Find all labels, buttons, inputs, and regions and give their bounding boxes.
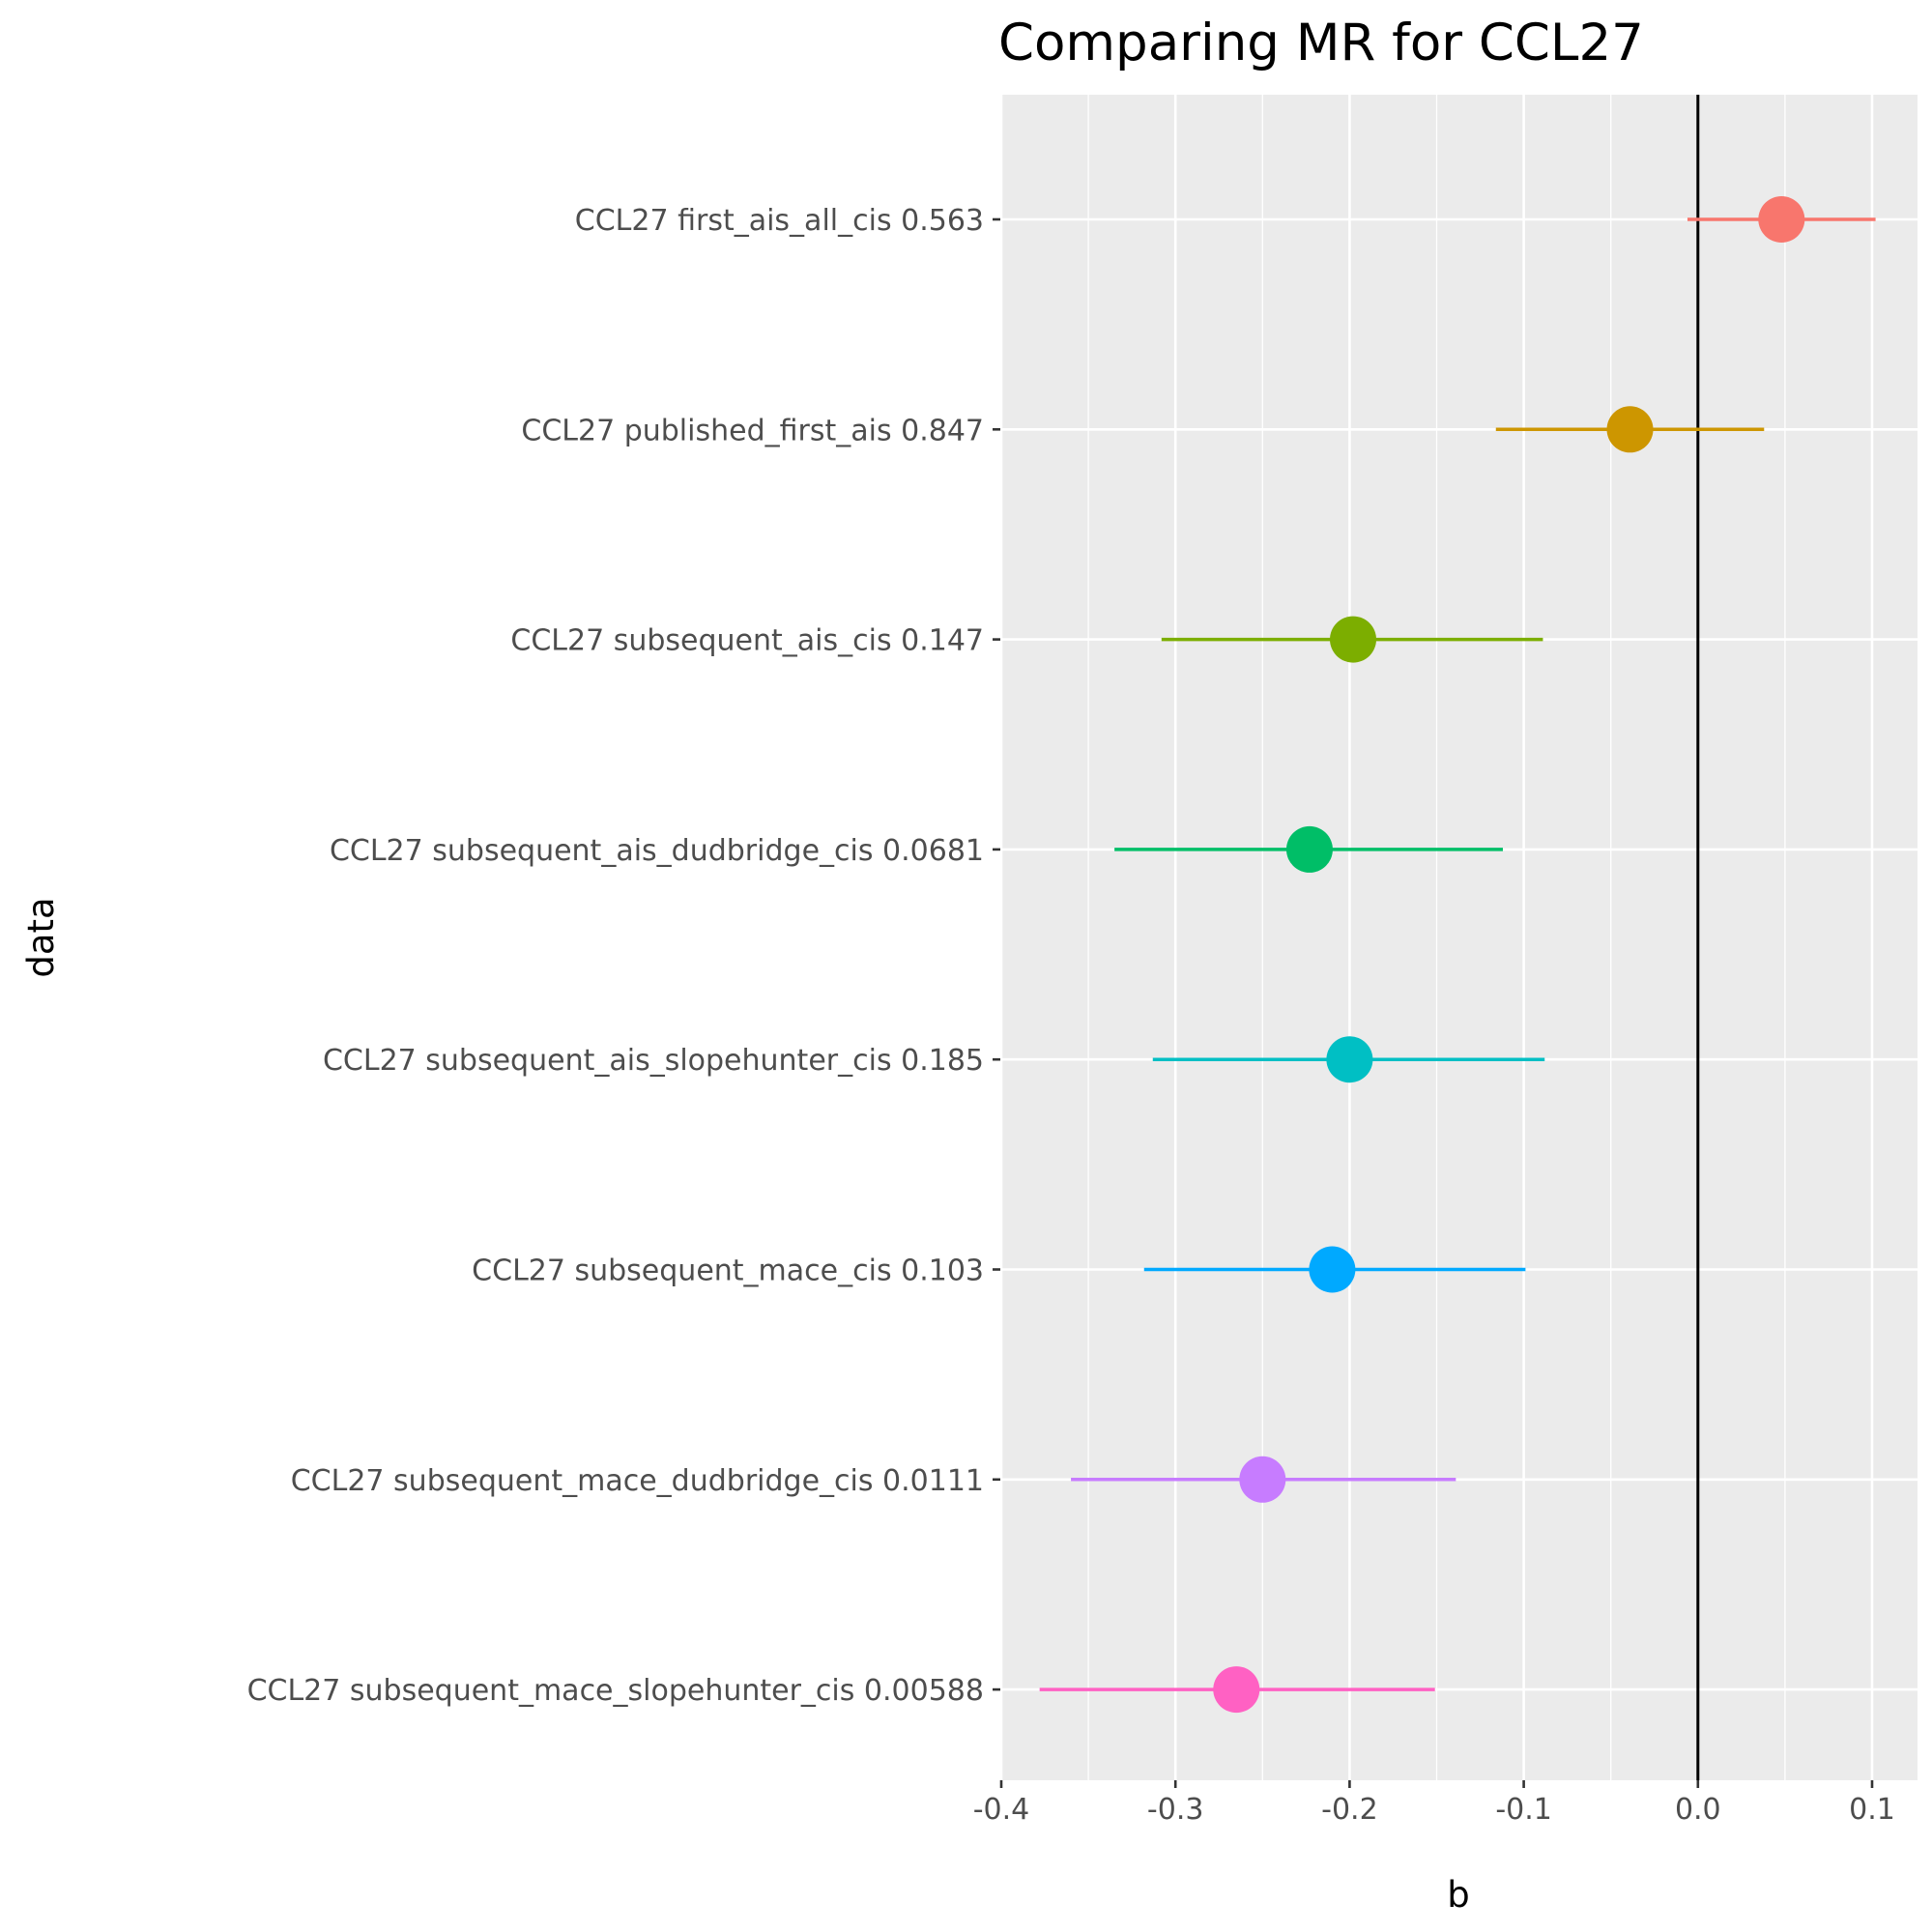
- x-tick-label: -0.1: [1495, 1793, 1552, 1827]
- x-tick-label: -0.2: [1321, 1793, 1378, 1827]
- y-tick-label: CCL27 published_first_ais 0.847: [521, 414, 984, 447]
- point-estimate: [1326, 1036, 1373, 1083]
- y-tick-label: CCL27 subsequent_ais_cis 0.147: [510, 624, 984, 658]
- x-tick-label: 0.0: [1675, 1793, 1721, 1827]
- point-estimate: [1239, 1456, 1286, 1503]
- point-estimate: [1758, 196, 1805, 243]
- y-tick-label: CCL27 subsequent_mace_dudbridge_cis 0.01…: [291, 1464, 984, 1498]
- point-estimate: [1213, 1666, 1260, 1714]
- point-estimate: [1285, 825, 1333, 873]
- y-axis: CCL27 subsequent_mace_slopehunter_cis 0.…: [247, 204, 1000, 1708]
- y-tick-label: CCL27 subsequent_ais_slopehunter_cis 0.1…: [323, 1044, 984, 1078]
- point-estimate: [1309, 1246, 1356, 1293]
- y-tick-label: CCL27 subsequent_mace_cis 0.103: [472, 1254, 984, 1288]
- x-tick-label: 0.1: [1849, 1793, 1895, 1827]
- chart-title: Comparing MR for CCL27: [998, 14, 1644, 72]
- plot-panel: [1000, 95, 1918, 1780]
- y-tick-label: CCL27 first_ais_all_cis 0.563: [575, 204, 984, 238]
- point-estimate: [1330, 616, 1377, 663]
- x-tick-label: -0.4: [973, 1793, 1030, 1827]
- data-marks: [1039, 196, 1876, 1714]
- x-axis: -0.4 -0.3 -0.2 -0.1 0.0 0.1: [973, 1780, 1895, 1827]
- y-axis-title: data: [20, 897, 62, 977]
- point-estimate: [1606, 406, 1654, 453]
- y-tick-label: CCL27 subsequent_mace_slopehunter_cis 0.…: [247, 1674, 984, 1708]
- y-tick-label: CCL27 subsequent_ais_dudbridge_cis 0.068…: [330, 834, 984, 868]
- x-tick-label: -0.3: [1147, 1793, 1204, 1827]
- x-axis-title: b: [1447, 1874, 1470, 1916]
